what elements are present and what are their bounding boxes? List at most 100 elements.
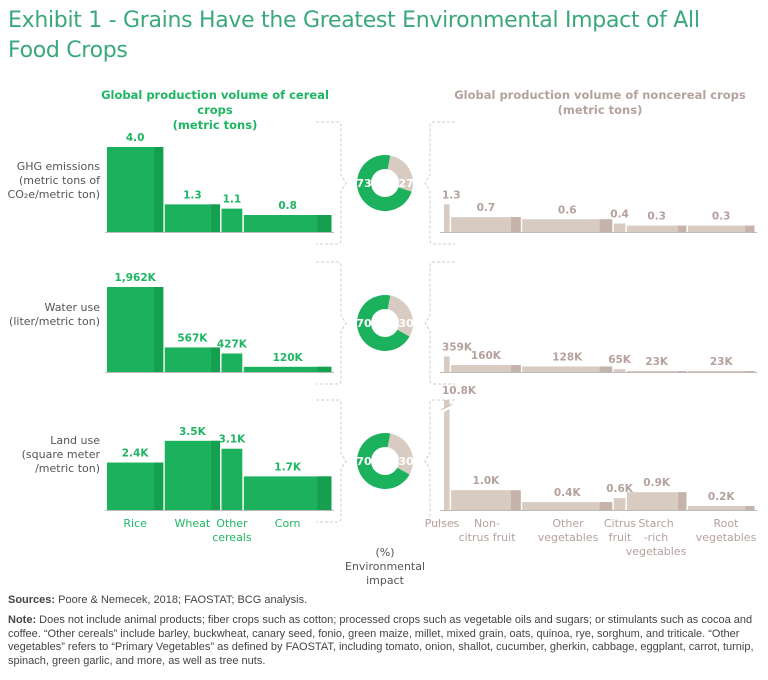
cereal-bar: [221, 448, 243, 510]
noncereal-bar: [522, 366, 613, 372]
row-label-line: (square meter: [21, 448, 100, 461]
noncereal-header: Global production volume of noncereal cr…: [440, 88, 760, 118]
noncereal-bar: [626, 225, 687, 232]
sources: Sources: Poore & Nemecek, 2018; FAOSTAT;…: [8, 594, 760, 608]
noncereal-bar-shade: [678, 225, 687, 232]
noncereal-bracket: [424, 121, 455, 245]
cereal-value-label: 4.0: [126, 132, 145, 144]
cereal-bracket: [316, 121, 347, 245]
cereal-value-label: 1,962K: [114, 272, 156, 284]
cereal-bar: [107, 147, 164, 232]
noncereal-category-label: -rich: [644, 531, 669, 544]
cereal-header: Global production volume of cereal crops…: [85, 88, 345, 133]
sources-label: Sources:: [8, 594, 56, 606]
cereal-bar-shade: [211, 347, 221, 372]
noncereal-header-line1: Global production volume of noncereal cr…: [454, 88, 746, 102]
noncereal-category-label: Non-: [474, 517, 500, 530]
noncereal-value-label: 1.3: [442, 189, 461, 201]
noncereal-value-label: 0.4K: [554, 487, 582, 499]
noncereal-value-label: 0.3: [712, 211, 731, 223]
note-text: Does not include animal products; fiber …: [8, 614, 754, 667]
row-label-line: CO₂e/metric ton): [7, 188, 100, 201]
noncereal-value-label: 359K: [442, 341, 473, 353]
noncereal-value-label: 10.8K: [442, 385, 477, 397]
row-label: Water use (liter/metric ton): [0, 301, 100, 329]
noncereal-value-label: 0.6: [558, 204, 577, 216]
noncereal-bar: [613, 369, 626, 372]
noncereal-category-label: citrus fruit: [459, 531, 517, 544]
cereal-bar: [164, 440, 221, 510]
row-label-line: Land use: [50, 434, 100, 447]
donut-cereal-slice: [357, 295, 410, 352]
row-label-line: Water use: [44, 301, 100, 314]
noncereal-bar-shade: [511, 490, 521, 510]
cereal-value-label: 1.7K: [274, 461, 302, 473]
noncereal-value-label: 0.3: [647, 211, 666, 223]
noncereal-bar: [522, 502, 613, 510]
cereal-category-label: Rice: [123, 517, 147, 530]
noncereal-bar-shade: [745, 371, 755, 372]
cereal-value-label: 2.4K: [122, 448, 150, 460]
noncereal-bar: [613, 498, 626, 510]
noncereal-value-label: 0.7: [477, 202, 496, 214]
noncereal-value-label: 65K: [608, 354, 632, 366]
cereal-category-label: Wheat: [175, 517, 211, 530]
noncereal-bar: [522, 219, 613, 232]
cereal-bar: [107, 462, 164, 510]
noncereal-bar: [444, 204, 450, 232]
noncereal-value-label: 0.4: [610, 209, 629, 221]
cereal-bracket: [316, 399, 347, 523]
noncereal-bar: [626, 492, 687, 510]
donut-cereal-slice: [357, 155, 412, 211]
noncereal-bracket: [424, 261, 455, 385]
noncereal-bar: [451, 217, 521, 232]
noncereal-category-label: Citrus: [604, 517, 637, 530]
noncereal-bar: [451, 365, 521, 372]
cereal-value-label: 1.1: [223, 194, 242, 206]
cereal-bar: [243, 476, 332, 510]
noncereal-bar-shade: [745, 506, 755, 510]
cereal-bar: [221, 353, 243, 372]
cereal-bar-shade: [154, 147, 164, 232]
noncereal-value-label: 160K: [471, 350, 502, 362]
noncereal-bracket: [424, 399, 455, 523]
chart-title: Exhibit 1 - Grains Have the Greatest Env…: [8, 8, 700, 63]
noncereal-value-label: 0.9K: [643, 477, 671, 489]
row-label: GHG emissions (metric tons of CO₂e/metric …: [0, 160, 100, 202]
noncereal-bar-shade: [599, 366, 613, 372]
noncereal-value-label: 128K: [552, 351, 583, 363]
noncereal-category-label: Other: [552, 517, 584, 530]
row-label-line: GHG emissions: [16, 160, 100, 173]
noncereal-bar: [687, 225, 755, 232]
cereal-value-label: 427K: [217, 339, 248, 351]
noncereal-header-line2: (metric tons): [557, 103, 643, 117]
noncereal-category-label: Root: [714, 517, 740, 530]
noncereal-value-label: 0.6K: [606, 483, 634, 495]
noncereal-bar: [613, 223, 626, 232]
noncereal-bar-shade: [678, 492, 687, 510]
cereal-bracket: [316, 261, 347, 385]
noncereal-bar: [444, 356, 450, 372]
noncereal-category-label: vegetables: [626, 545, 687, 558]
row-label-line: (liter/metric ton): [9, 315, 100, 328]
cereal-bar-shade: [317, 215, 332, 232]
noncereal-bar-shade: [599, 502, 613, 510]
noncereal-category-label: vegetables: [696, 531, 757, 544]
noncereal-bar: [444, 400, 450, 510]
noncereal-category-label: Starch: [638, 517, 673, 530]
noncereal-category-label: fruit: [609, 531, 632, 544]
environmental-impact-label: (%) Environmental impact: [345, 546, 425, 588]
noncereal-value-label: 23K: [645, 356, 669, 368]
row-label-line: (metric tons of: [18, 174, 100, 187]
noncereal-category-label: vegetables: [538, 531, 599, 544]
sources-text: Poore & Nemecek, 2018; FAOSTAT; BCG anal…: [55, 594, 308, 606]
donut-cereal-slice: [357, 433, 410, 489]
cereal-bar-shade: [154, 287, 164, 372]
env-label-line3: impact: [366, 574, 404, 587]
chart-canvas: 4.0 1.3 1.1 0.8 1.3 0.7 0.6 0.4 0.3 0.3 73 27 1,962K…: [105, 121, 757, 558]
donut-noncereal-pct: 30: [398, 317, 414, 330]
cereal-category-label: Other: [216, 517, 248, 530]
cereal-bar-shade: [211, 204, 221, 232]
cereal-bar-shade: [211, 440, 221, 510]
noncereal-value-label: 1.0K: [473, 475, 501, 487]
